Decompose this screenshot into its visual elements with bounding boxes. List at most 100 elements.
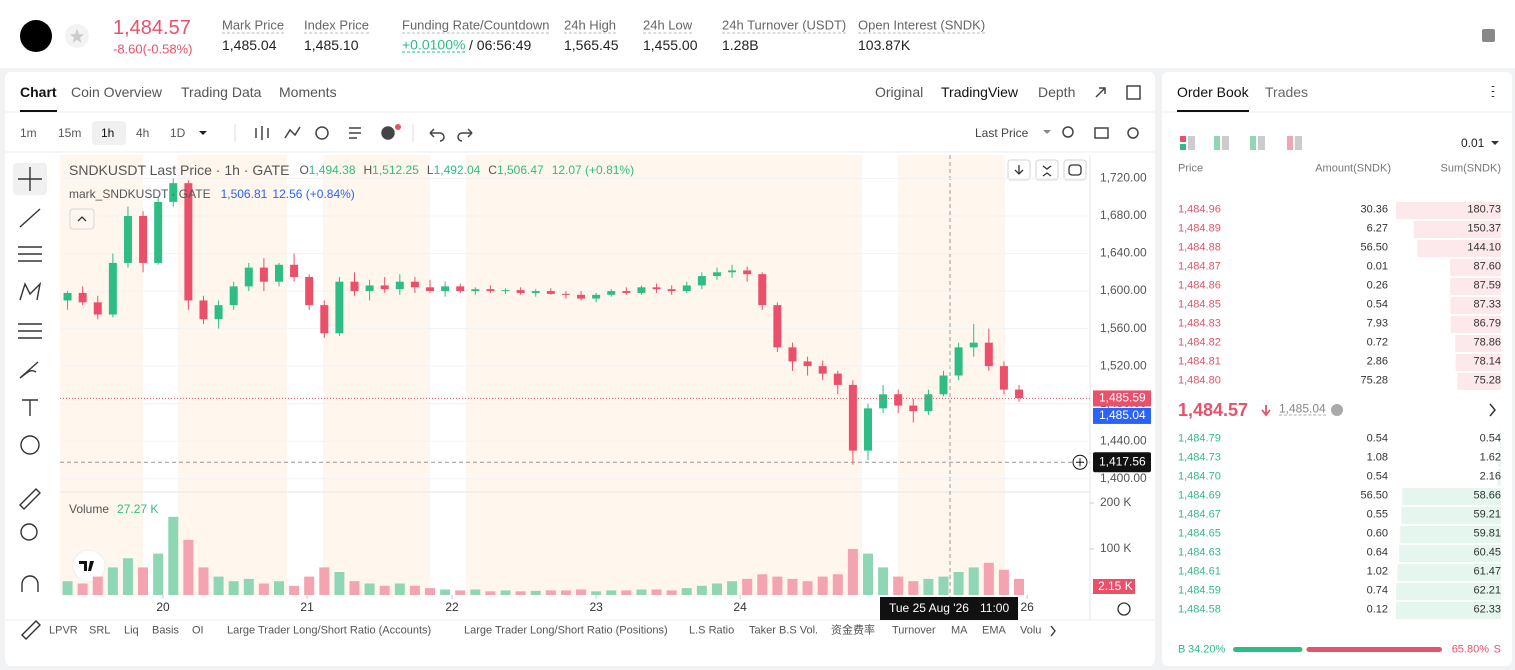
volume-bar xyxy=(817,576,828,595)
channel-tool[interactable] xyxy=(18,246,42,262)
reset-icon[interactable] xyxy=(1117,602,1131,616)
expand-icon[interactable] xyxy=(1095,87,1106,98)
precision[interactable]: 0.01 xyxy=(1461,136,1485,150)
chevron[interactable] xyxy=(1489,403,1496,417)
order-sum: 62.33 xyxy=(1473,603,1501,616)
emoji-tool[interactable] xyxy=(20,435,40,455)
orderbook-tab[interactable]: Trades xyxy=(1265,84,1309,100)
last-price: 1,484.57 xyxy=(113,17,191,39)
brush-tool[interactable] xyxy=(19,361,39,379)
order-price[interactable]: 1,484.80 xyxy=(1178,374,1221,387)
scroll-button[interactable] xyxy=(1007,159,1031,181)
indicator[interactable]: 资金费率 xyxy=(831,624,875,637)
stat-label: Open Interest (SNDK) xyxy=(858,17,986,34)
menu-icon[interactable] xyxy=(1482,29,1495,42)
magnet-tool[interactable] xyxy=(21,575,39,592)
order-sum: 60.45 xyxy=(1473,546,1501,559)
order-price[interactable]: 1,484.88 xyxy=(1178,241,1221,254)
layout-icon[interactable] xyxy=(1214,136,1220,150)
depth-bar xyxy=(1455,335,1501,352)
order-price[interactable]: 1,484.83 xyxy=(1178,317,1221,330)
fib-tool[interactable] xyxy=(18,323,42,339)
search-icon[interactable] xyxy=(1062,126,1074,138)
pattern-tool[interactable] xyxy=(19,281,42,301)
order-price[interactable]: 1,484.82 xyxy=(1178,336,1221,349)
candle-icon[interactable] xyxy=(255,126,269,140)
view-tab[interactable]: Original xyxy=(875,84,924,100)
order-price[interactable]: 1,484.81 xyxy=(1178,355,1221,368)
layout-icon[interactable] xyxy=(1287,136,1293,150)
order-price[interactable]: 1,484.63 xyxy=(1178,546,1221,559)
redo-icon[interactable] xyxy=(457,128,473,142)
ratio-buy-bar xyxy=(1233,647,1303,652)
interval[interactable]: 1h xyxy=(101,126,115,140)
layout-icon[interactable] xyxy=(1180,136,1186,142)
indicator[interactable]: SRL xyxy=(89,624,111,637)
line-tool[interactable] xyxy=(19,208,41,228)
interval[interactable]: 1m xyxy=(20,126,37,140)
view-tab[interactable]: Depth xyxy=(1038,84,1076,100)
replay-icon[interactable] xyxy=(315,126,329,140)
order-price[interactable]: 1,484.69 xyxy=(1178,489,1221,502)
indicator[interactable]: Taker B.S Vol. xyxy=(749,624,819,637)
indicator[interactable]: LPVR xyxy=(49,624,78,637)
undo-icon[interactable] xyxy=(429,128,445,142)
interval[interactable]: 15m xyxy=(58,126,82,140)
indicator[interactable]: Large Trader Long/Short Ratio (Accounts) xyxy=(227,624,432,637)
indicator[interactable]: Turnover xyxy=(892,624,936,637)
price-source[interactable]: Last Price xyxy=(975,126,1029,140)
indicator[interactable]: MA xyxy=(951,624,968,637)
dropdown-arrow[interactable] xyxy=(1043,130,1051,134)
order-price[interactable]: 1,484.86 xyxy=(1178,279,1221,292)
order-price[interactable]: 1,484.61 xyxy=(1178,565,1221,578)
order-price[interactable]: 1,484.73 xyxy=(1178,451,1221,464)
volume-bar xyxy=(273,581,284,595)
dropdown-arrow[interactable] xyxy=(199,131,207,135)
indicator[interactable]: Large Trader Long/Short Ratio (Positions… xyxy=(464,624,668,637)
layout-icon[interactable] xyxy=(1250,136,1256,150)
order-amount: 56.50 xyxy=(1360,489,1388,502)
order-price[interactable]: 1,484.59 xyxy=(1178,584,1221,597)
chart-tab[interactable]: Chart xyxy=(20,84,57,100)
template-icon[interactable] xyxy=(349,127,361,139)
view-tab[interactable]: TradingView xyxy=(941,84,1019,100)
interval[interactable]: 1D xyxy=(170,126,186,140)
crosshair-tool[interactable] xyxy=(18,167,42,191)
add-icon[interactable] xyxy=(381,126,395,140)
chart-tab[interactable]: Moments xyxy=(279,84,337,100)
zoom-tool[interactable] xyxy=(20,523,38,541)
order-price[interactable]: 1,484.89 xyxy=(1178,222,1221,235)
order-price[interactable]: 1,484.87 xyxy=(1178,260,1221,273)
candle-body xyxy=(531,291,540,293)
pencil-tool[interactable] xyxy=(21,620,41,640)
ruler-tool[interactable] xyxy=(19,488,41,510)
collapse-button[interactable] xyxy=(1035,159,1059,181)
indicator[interactable]: OI xyxy=(192,624,204,637)
order-price[interactable]: 1,484.67 xyxy=(1178,508,1221,521)
order-price[interactable]: 1,484.79 xyxy=(1178,432,1221,445)
chart-tab[interactable]: Trading Data xyxy=(181,84,262,100)
camera-icon[interactable] xyxy=(1094,127,1109,139)
hide-legend[interactable] xyxy=(69,208,95,230)
window-icon[interactable] xyxy=(1126,85,1141,100)
indicator[interactable]: Liq xyxy=(124,624,139,637)
indicator-icon[interactable] xyxy=(284,126,301,139)
indicator[interactable]: L.S Ratio xyxy=(689,624,735,637)
order-price[interactable]: 1,484.70 xyxy=(1178,470,1221,483)
interval[interactable]: 4h xyxy=(136,126,150,140)
order-price[interactable]: 1,484.85 xyxy=(1178,298,1221,311)
more-icon[interactable] xyxy=(1050,625,1056,637)
indicator[interactable]: Basis xyxy=(152,624,179,637)
indicator[interactable]: EMA xyxy=(982,624,1006,637)
refresh-button[interactable] xyxy=(1063,159,1087,181)
text-tool[interactable] xyxy=(22,399,38,416)
order-price[interactable]: 1,484.65 xyxy=(1178,527,1221,540)
settings-icon[interactable] xyxy=(1127,127,1139,139)
order-price[interactable]: 1,484.96 xyxy=(1178,203,1221,216)
order-price[interactable]: 1,484.58 xyxy=(1178,603,1221,616)
dropdown-arrow[interactable] xyxy=(1491,141,1499,145)
indicator[interactable]: Volu xyxy=(1020,624,1042,637)
orderbook-tab[interactable]: Order Book xyxy=(1177,84,1249,100)
chart-tab[interactable]: Coin Overview xyxy=(71,84,163,100)
